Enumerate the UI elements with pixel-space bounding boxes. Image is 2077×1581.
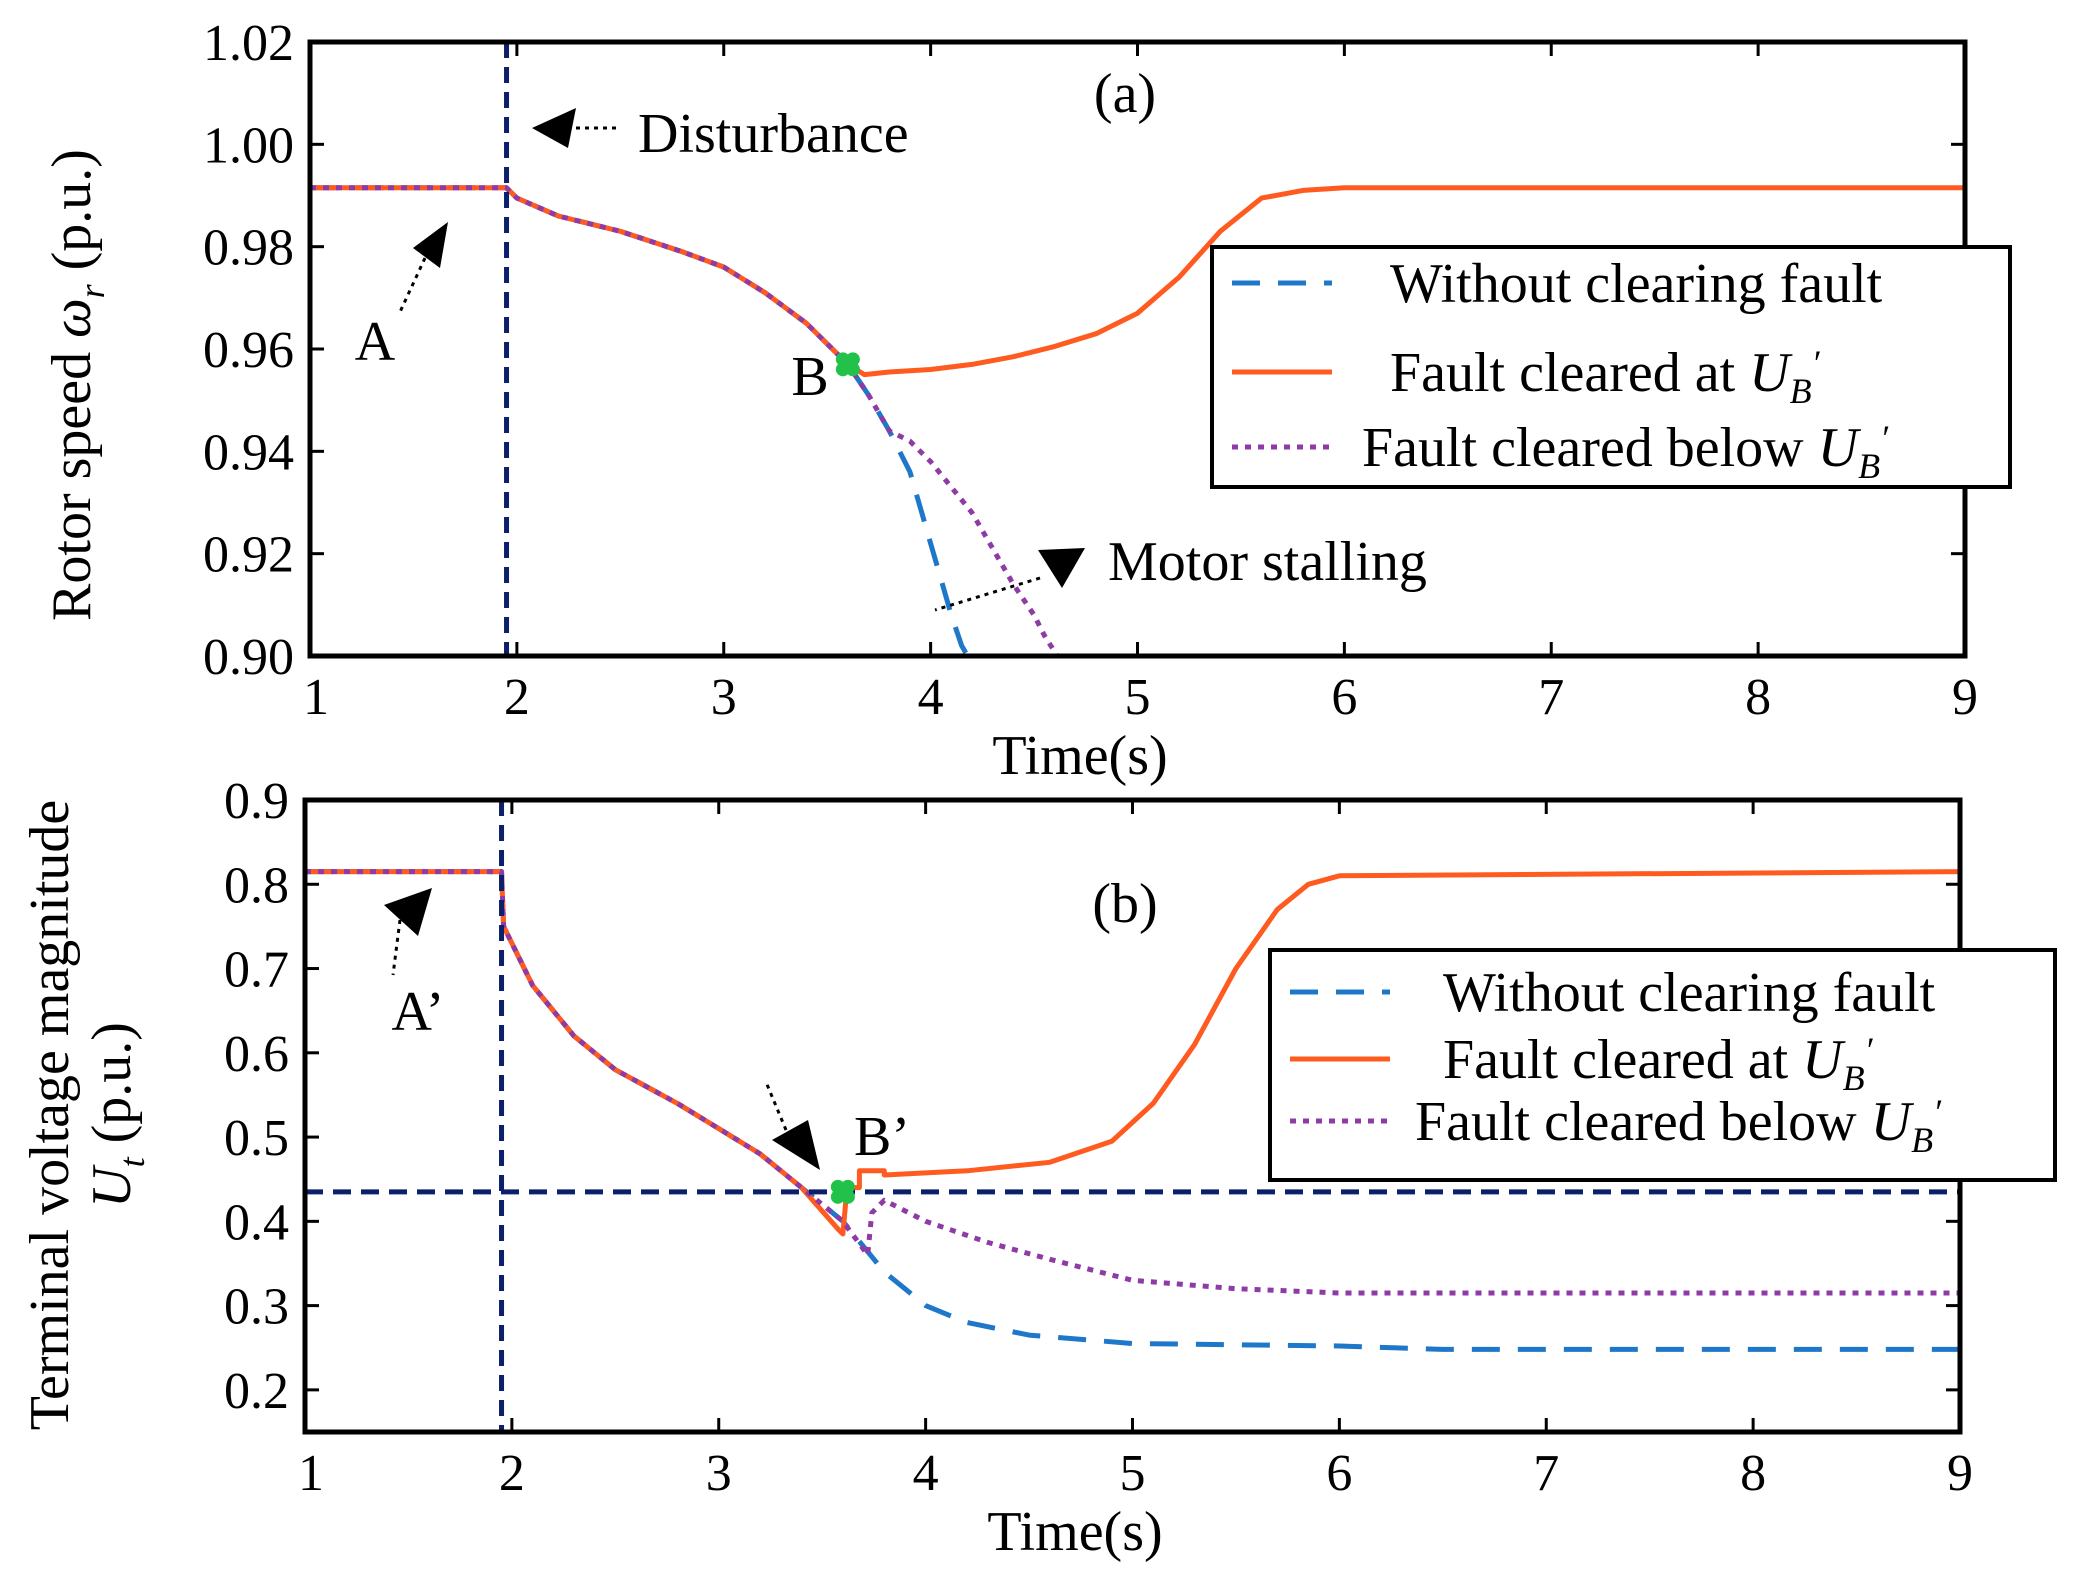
panel-a-ytick-label: 0.90 <box>203 629 294 686</box>
panel-b-marker-dot <box>835 1184 850 1199</box>
panel-b-xtick-label: 6 <box>1326 1445 1352 1502</box>
panel-b-xtick-label: 5 <box>1120 1445 1146 1502</box>
panel-b-xtick-label: 3 <box>706 1445 732 1502</box>
panel-a-xtick-label: 6 <box>1331 669 1357 726</box>
panel-a-xtick-label: 9 <box>1952 669 1978 726</box>
disturbance-annotation: Disturbance <box>532 103 909 165</box>
panel-b-ylabel-line1: Terminal voltage magnitude <box>19 800 81 1431</box>
panel-b-xtick-label: 9 <box>1947 1445 1973 1502</box>
point-b-prime-annotation: B’ <box>764 1081 910 1170</box>
panel-b-xtick-label: 7 <box>1533 1445 1559 1502</box>
panel-b-series-below <box>305 869 1960 1296</box>
panel-a-ytick-label: 0.96 <box>203 322 294 379</box>
panel-a-ytick-label: 1.00 <box>203 117 294 174</box>
panel-b-legend: Without clearing fault Fault cleared at … <box>1268 948 2057 1182</box>
panel-b-ytick-label: 0.3 <box>224 1279 289 1336</box>
panel-b-ytick-label: 0.8 <box>224 857 289 914</box>
panel-a-xtick-label: 8 <box>1745 669 1771 726</box>
point-a-arrow-tail <box>398 257 427 313</box>
stalling-annotation: Motor stalling <box>934 531 1427 612</box>
point-a-annotation: A <box>355 222 448 373</box>
panel-a-xtick-label: 3 <box>711 669 737 726</box>
point-a-prime-arrow-head <box>384 888 432 936</box>
panel-b-xtick-label: 2 <box>499 1445 525 1502</box>
panel-b-ytick-label: 0.7 <box>224 942 289 999</box>
stalling-arrow-head <box>1038 548 1085 588</box>
panel-a-xlabel: Time(s) <box>992 725 1167 787</box>
panel-a-ticks: 1 2 3 4 5 6 7 8 9 0.90 0.92 0.94 0.96 0.98 1.00 1.02 <box>203 15 1978 726</box>
panel-b-xtick-label: 4 <box>913 1445 939 1502</box>
panel-a-ylabel: Rotor speed ωr (p.u.) <box>41 149 112 621</box>
point-b-marker <box>835 352 860 377</box>
panel-b-xtick-label: 8 <box>1740 1445 1766 1502</box>
panel-a-ytick-label: 0.98 <box>203 220 294 277</box>
panel-b-ytick-label: 0.4 <box>224 1194 289 1251</box>
panel-b-xlabel: Time(s) <box>987 1501 1162 1563</box>
disturbance-label: Disturbance <box>638 103 909 165</box>
panel-a-series <box>310 185 1965 656</box>
panel-a-xtick-label: 1 <box>303 669 329 726</box>
panel-b-series-at <box>305 869 1960 1237</box>
panel-b-ytick-label: 0.6 <box>224 1026 289 1083</box>
point-a-prime-label: A’ <box>392 981 445 1043</box>
point-b-prime-arrow-head <box>772 1120 820 1170</box>
panel-b-ticks: 1 2 3 4 5 6 7 8 9 0.2 0.3 0.4 0.5 0.6 0.7 0.8 0.9 <box>224 773 1973 1502</box>
stalling-label: Motor stalling <box>1108 531 1427 593</box>
point-a-prime-arrow-tail <box>391 919 402 976</box>
legend-b-text-at: Fault cleared at UB′ <box>1443 1029 1874 1098</box>
panel-b-ytick-label: 0.5 <box>224 1110 289 1167</box>
panel-a-xtick-label: 4 <box>918 669 944 726</box>
point-b-label: B <box>791 346 828 408</box>
panel-a-series-below <box>310 185 1061 656</box>
panel-b-ylabel-line2: Ut (p.u.) <box>81 1022 152 1208</box>
panel-b-ytick-label: 0.9 <box>224 773 289 830</box>
point-a-arrow-head <box>413 222 448 268</box>
panel-a: 1 2 3 4 5 6 7 8 9 0.90 0.92 0.94 0.96 0.98 1.00 1.02 (a… <box>41 15 2012 787</box>
panel-a-ytick-label: 0.94 <box>203 424 294 481</box>
panel-a-series-at <box>310 185 1965 378</box>
point-b-prime-arrow-tail <box>764 1081 788 1131</box>
disturbance-arrow-head <box>532 108 576 148</box>
legend-b-text-below: Fault cleared below UB′ <box>1415 1091 1942 1160</box>
panel-b-series <box>305 869 1960 1352</box>
panel-a-xtick-label: 5 <box>1125 669 1151 726</box>
panel-a-series-without <box>310 185 971 656</box>
panel-a-ytick-label: 0.92 <box>203 527 294 584</box>
point-b-prime-marker <box>830 1179 855 1204</box>
panel-a-xtick-label: 2 <box>504 669 530 726</box>
legend-a-text-at: Fault cleared at UB′ <box>1390 342 1821 411</box>
panel-b: 1 2 3 4 5 6 7 8 9 0.2 0.3 0.4 0.5 0.6 0.7 0.8 0.9 (b) Ti… <box>19 773 2057 1563</box>
panel-a-legend: Without clearing fault Fault cleared at … <box>1210 245 2012 489</box>
legend-a-text-without: Without clearing fault <box>1390 253 1883 315</box>
stalling-arrow-tail <box>934 576 1041 612</box>
point-a-prime-annotation: A’ <box>384 888 444 1043</box>
panel-b-label: (b) <box>1092 873 1157 935</box>
panel-a-xtick-label: 7 <box>1538 669 1564 726</box>
point-b-prime-label: B’ <box>854 1106 910 1168</box>
panel-b-legend-box <box>1268 948 2057 1182</box>
legend-b-text-without: Without clearing fault <box>1443 962 1936 1024</box>
panel-a-ytick-label: 1.02 <box>203 15 294 72</box>
panel-b-ytick-label: 0.2 <box>224 1363 289 1420</box>
panel-a-marker-dot <box>840 357 855 372</box>
panel-a-label: (a) <box>1094 63 1156 125</box>
legend-a-text-below: Fault cleared below UB′ <box>1362 417 1889 486</box>
panel-a-legend-box <box>1210 245 2012 489</box>
panel-b-xtick-label: 1 <box>298 1445 324 1502</box>
point-a-label: A <box>355 311 396 373</box>
